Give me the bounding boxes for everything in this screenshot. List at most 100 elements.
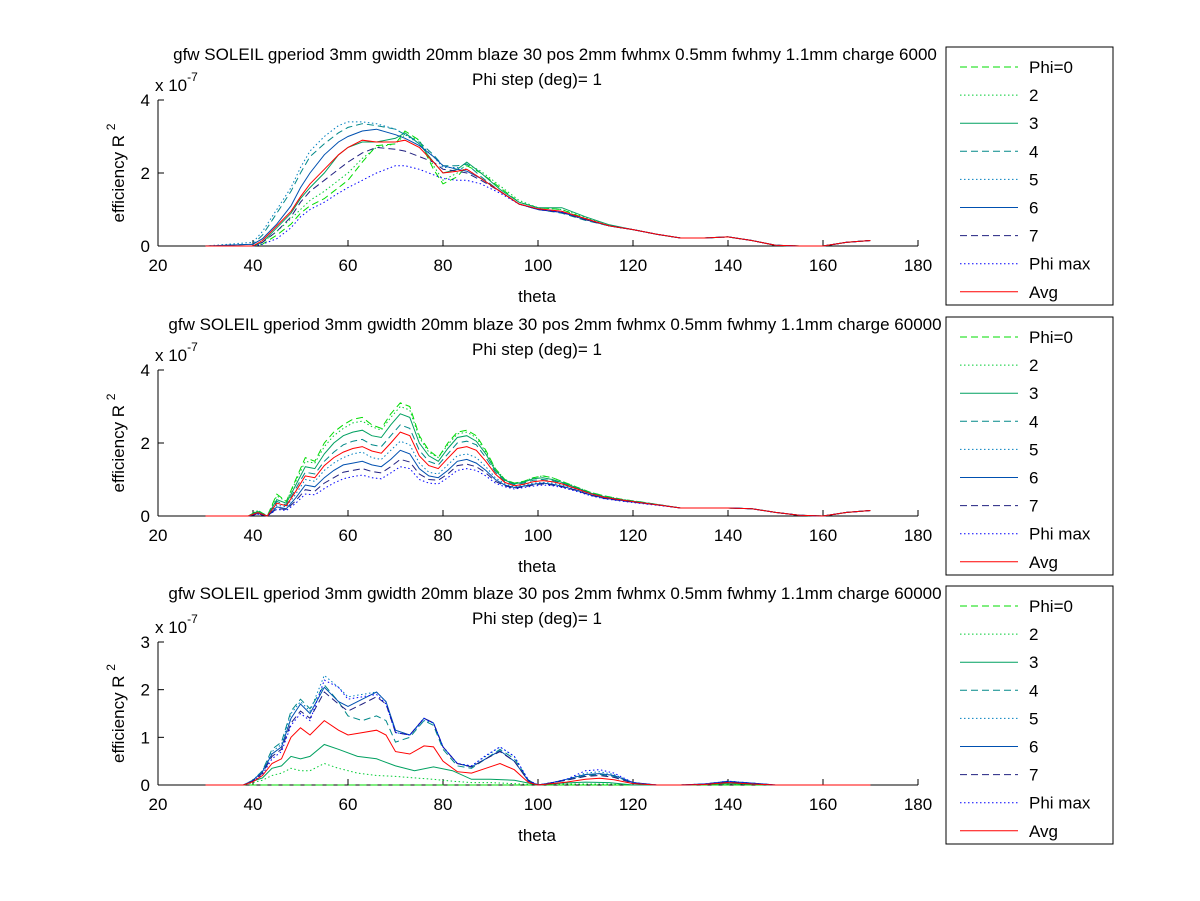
chart-panel-1: gfw SOLEIL gperiod 3mm gwidth 20mm blaze… bbox=[104, 45, 937, 306]
series-line-8 bbox=[205, 466, 871, 517]
x-tick-label: 60 bbox=[339, 256, 358, 275]
series-line-4 bbox=[205, 684, 871, 786]
x-tick-label: 20 bbox=[149, 795, 168, 814]
legend-label: 6 bbox=[1029, 199, 1038, 218]
series-line-5 bbox=[205, 121, 871, 247]
x-tick-label: 180 bbox=[904, 256, 932, 275]
y-tick-label: 0 bbox=[141, 237, 150, 256]
x-tick-label: 40 bbox=[244, 256, 263, 275]
legend-label: 6 bbox=[1029, 738, 1038, 757]
x-tick-label: 80 bbox=[434, 526, 453, 545]
legend-label: Avg bbox=[1029, 822, 1058, 841]
series-line-6 bbox=[205, 686, 871, 786]
series-line-5 bbox=[205, 674, 871, 786]
chart-panel-3: gfw SOLEIL gperiod 3mm gwidth 20mm blaze… bbox=[104, 584, 942, 845]
series-line-2 bbox=[205, 405, 871, 517]
y-tick-label: 4 bbox=[141, 91, 150, 110]
axis-exponent: x 10-7 bbox=[155, 612, 198, 637]
legend-label: 3 bbox=[1029, 653, 1038, 672]
x-tick-label: 60 bbox=[339, 526, 358, 545]
x-tick-label: 160 bbox=[809, 526, 837, 545]
y-tick-label: 4 bbox=[141, 361, 150, 380]
y-tick-label: 2 bbox=[141, 164, 150, 183]
series-line-1 bbox=[205, 402, 871, 517]
y-tick-label: 0 bbox=[141, 507, 150, 526]
x-tick-label: 120 bbox=[619, 795, 647, 814]
series-line-8 bbox=[205, 165, 871, 247]
x-axis-label: theta bbox=[518, 826, 556, 845]
series-line-9 bbox=[205, 139, 871, 247]
x-tick-label: 140 bbox=[714, 256, 742, 275]
series-line-9 bbox=[205, 719, 871, 786]
axis-exponent: x 10-7 bbox=[155, 70, 198, 95]
legend-label: 3 bbox=[1029, 384, 1038, 403]
y-axis-label: efficiency R 2 bbox=[104, 664, 128, 763]
chart-subtitle: Phi step (deg)= 1 bbox=[472, 609, 602, 628]
series-line-4 bbox=[205, 424, 871, 517]
legend-label: Phi max bbox=[1029, 794, 1091, 813]
y-tick-label: 0 bbox=[141, 776, 150, 795]
y-tick-label: 1 bbox=[141, 728, 150, 747]
x-tick-label: 140 bbox=[714, 526, 742, 545]
series-line-6 bbox=[205, 128, 871, 247]
chart-panel-2: gfw SOLEIL gperiod 3mm gwidth 20mm blaze… bbox=[104, 315, 942, 576]
y-tick-label: 2 bbox=[141, 434, 150, 453]
legend-label: 4 bbox=[1029, 142, 1038, 161]
x-tick-label: 120 bbox=[619, 526, 647, 545]
legend-label: Phi max bbox=[1029, 255, 1091, 274]
x-tick-label: 100 bbox=[524, 795, 552, 814]
legend-box bbox=[945, 46, 1114, 306]
legend: Phi=0 2 3 4 5 6 7 Phi max Avg bbox=[945, 46, 1114, 306]
legend-label: 2 bbox=[1029, 625, 1038, 644]
legend: Phi=0 2 3 4 5 6 7 Phi max Avg bbox=[945, 316, 1114, 576]
x-axis-label: theta bbox=[518, 557, 556, 576]
legend-label: Phi=0 bbox=[1029, 328, 1073, 347]
chart-title: gfw SOLEIL gperiod 3mm gwidth 20mm blaze… bbox=[168, 315, 941, 334]
series-line-3 bbox=[205, 413, 871, 517]
legend-label: 7 bbox=[1029, 227, 1038, 246]
legend-label: 4 bbox=[1029, 681, 1038, 700]
legend-label: 7 bbox=[1029, 497, 1038, 516]
legend-label: 2 bbox=[1029, 86, 1038, 105]
chart-subtitle: Phi step (deg)= 1 bbox=[472, 70, 602, 89]
series-line-7 bbox=[205, 458, 871, 517]
legend-label: Phi=0 bbox=[1029, 58, 1073, 77]
x-tick-label: 180 bbox=[904, 795, 932, 814]
chart-title: gfw SOLEIL gperiod 3mm gwidth 20mm blaze… bbox=[173, 45, 937, 64]
x-tick-label: 160 bbox=[809, 795, 837, 814]
x-tick-label: 20 bbox=[149, 526, 168, 545]
y-tick-label: 3 bbox=[141, 633, 150, 652]
y-axis-label: efficiency R 2 bbox=[104, 123, 128, 222]
legend-label: 4 bbox=[1029, 412, 1038, 431]
legend-label: Avg bbox=[1029, 283, 1058, 302]
x-tick-label: 80 bbox=[434, 256, 453, 275]
series-line-8 bbox=[205, 679, 871, 786]
legend-label: 5 bbox=[1029, 170, 1038, 189]
series-line-7 bbox=[205, 691, 871, 786]
legend-box bbox=[945, 316, 1114, 576]
axis-exponent: x 10-7 bbox=[155, 340, 198, 365]
series-line-1 bbox=[205, 130, 871, 247]
legend-label: 2 bbox=[1029, 356, 1038, 375]
legend-box bbox=[945, 585, 1114, 845]
x-tick-label: 140 bbox=[714, 795, 742, 814]
x-tick-label: 180 bbox=[904, 526, 932, 545]
legend: Phi=0 2 3 4 5 6 7 Phi max Avg bbox=[945, 585, 1114, 845]
legend-label: 6 bbox=[1029, 469, 1038, 488]
series-line-6 bbox=[205, 449, 871, 517]
x-tick-label: 20 bbox=[149, 256, 168, 275]
x-tick-label: 120 bbox=[619, 256, 647, 275]
x-tick-label: 60 bbox=[339, 795, 358, 814]
legend-label: Phi max bbox=[1029, 525, 1091, 544]
series-line-7 bbox=[205, 146, 871, 247]
chart-title: gfw SOLEIL gperiod 3mm gwidth 20mm blaze… bbox=[168, 584, 941, 603]
legend-label: Avg bbox=[1029, 553, 1058, 572]
x-tick-label: 100 bbox=[524, 256, 552, 275]
legend-label: 7 bbox=[1029, 766, 1038, 785]
series-line-2 bbox=[205, 762, 871, 786]
y-axis-label: efficiency R 2 bbox=[104, 393, 128, 492]
series-line-3 bbox=[205, 743, 871, 786]
x-tick-label: 80 bbox=[434, 795, 453, 814]
x-tick-label: 100 bbox=[524, 526, 552, 545]
legend-label: 5 bbox=[1029, 440, 1038, 459]
